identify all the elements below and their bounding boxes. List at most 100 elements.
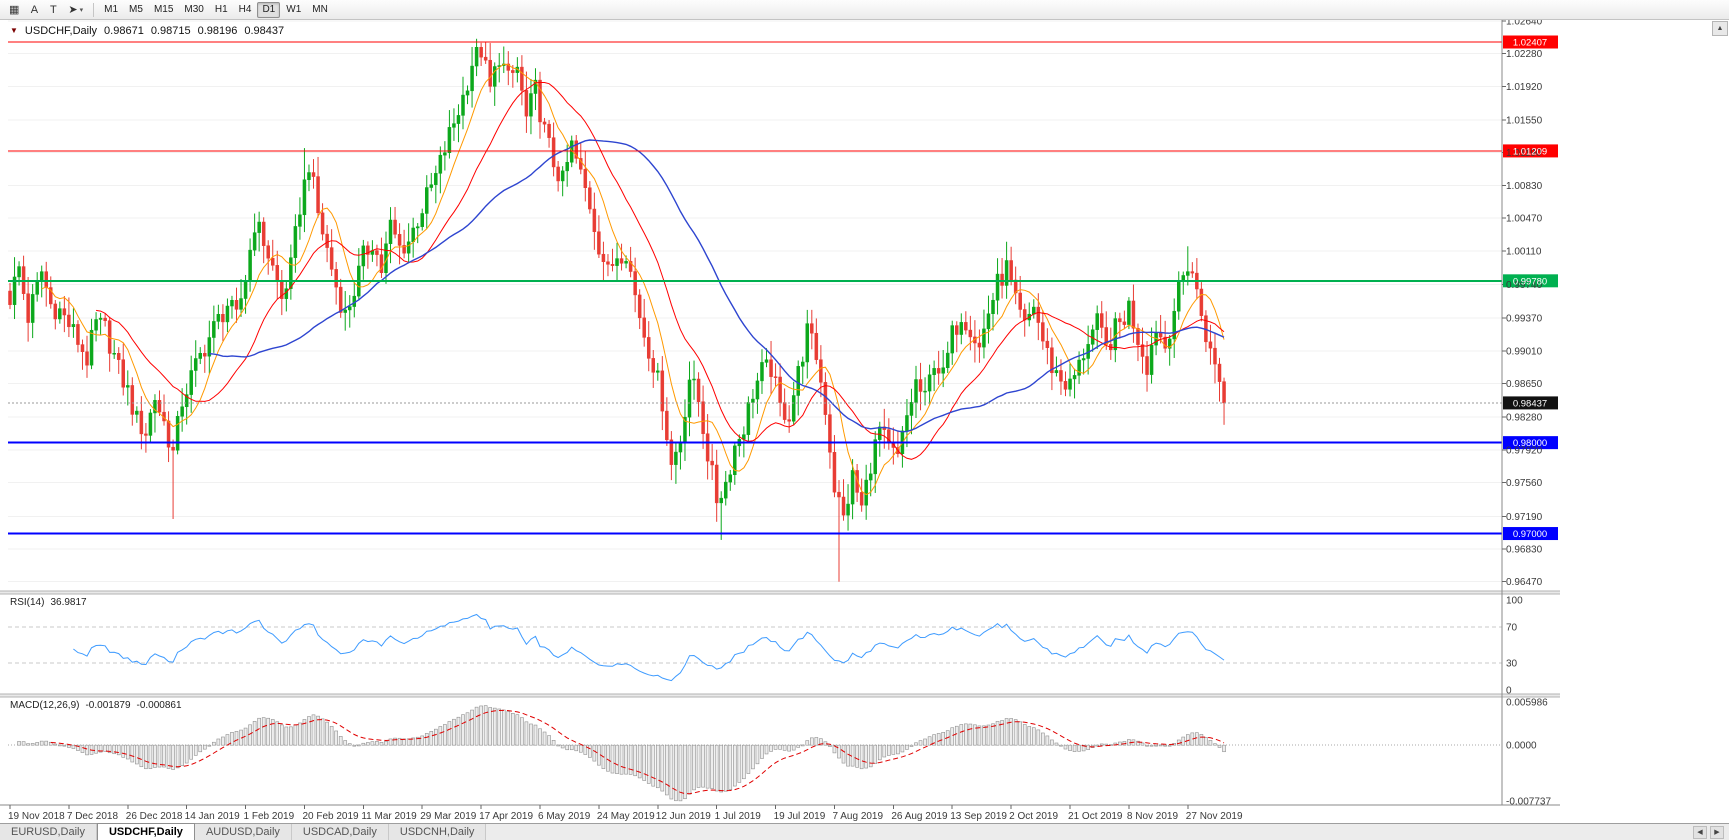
chart-header: ▼ USDCHF,Daily 0.98671 0.98715 0.98196 0…	[10, 25, 284, 37]
price-badge-0.98000	[1503, 436, 1558, 450]
price-badge-0.99780	[1503, 274, 1558, 288]
tab-scroll-right-button[interactable]: ▶	[1710, 825, 1724, 839]
svg-text:0.96830: 0.96830	[1506, 545, 1543, 556]
svg-text:7 Dec 2018: 7 Dec 2018	[67, 811, 119, 822]
drawing-toolbar: ▦ A T ➤ ▾	[4, 2, 88, 18]
svg-text:1.00110: 1.00110	[1506, 246, 1542, 257]
svg-text:1.01190: 1.01190	[1506, 148, 1542, 159]
svg-text:1 Jul 2019: 1 Jul 2019	[715, 811, 762, 822]
svg-text:0.98280: 0.98280	[1506, 413, 1543, 424]
svg-text:13 Sep 2019: 13 Sep 2019	[950, 811, 1007, 822]
svg-text:0.96470: 0.96470	[1506, 577, 1543, 588]
svg-text:0.005986: 0.005986	[1506, 698, 1548, 709]
macd-signal-value: -0.000861	[136, 700, 182, 711]
symbol-dropdown-icon[interactable]: ▼	[10, 26, 18, 35]
ohlc-close: 0.98437	[244, 25, 285, 37]
ohlc-low: 0.98196	[197, 25, 238, 37]
chart-tab-usdcnh[interactable]: USDCNH,Daily	[388, 824, 487, 840]
svg-text:0.0000: 0.0000	[1506, 741, 1537, 752]
chart-tab-bar: EURUSD,Daily USDCHF,Daily AUDUSD,Daily USDC…	[0, 823, 1729, 840]
indicator-panels-layer	[8, 613, 1502, 802]
svg-text:7 Aug 2019: 7 Aug 2019	[832, 811, 883, 822]
svg-text:1.01920: 1.01920	[1506, 82, 1543, 93]
chart-tab-eurusd[interactable]: EURUSD,Daily	[0, 824, 97, 840]
timeframe-h4-button[interactable]: H4	[238, 4, 252, 15]
svg-text:0.99780: 0.99780	[1513, 276, 1547, 287]
svg-text:1.02640: 1.02640	[1506, 16, 1543, 27]
svg-text:27 Nov 2019: 27 Nov 2019	[1186, 811, 1243, 822]
svg-text:0.97560: 0.97560	[1506, 478, 1543, 489]
chart-tab-audusd[interactable]: AUDUSD,Daily	[194, 824, 292, 840]
svg-text:0.99010: 0.99010	[1506, 346, 1543, 357]
svg-text:19 Nov 2018: 19 Nov 2018	[8, 811, 65, 822]
svg-text:26 Aug 2019: 26 Aug 2019	[891, 811, 948, 822]
price-badge-0.97000	[1503, 527, 1558, 541]
svg-text:2 Oct 2019: 2 Oct 2019	[1009, 811, 1058, 822]
tab-scroll-left-button[interactable]: ◀	[1693, 825, 1707, 839]
ohlc-high: 0.98715	[150, 25, 191, 37]
ma-fast-line	[41, 63, 1225, 496]
svg-text:1.01209: 1.01209	[1513, 146, 1547, 157]
svg-text:1.01550: 1.01550	[1506, 115, 1543, 126]
axes-layer[interactable]	[0, 20, 1560, 809]
grid-tool-button[interactable]: ▦	[9, 4, 20, 16]
svg-text:6 May 2019: 6 May 2019	[538, 811, 591, 822]
svg-text:0.97920: 0.97920	[1506, 445, 1543, 456]
svg-text:0.99740: 0.99740	[1506, 280, 1543, 291]
ohlc-open: 0.98671	[104, 25, 144, 37]
grid-layer	[8, 20, 1502, 583]
svg-text:8 Nov 2019: 8 Nov 2019	[1127, 811, 1179, 822]
svg-text:100: 100	[1506, 596, 1523, 607]
macd-name: MACD(12,26,9)	[10, 700, 80, 711]
svg-text:11 Mar 2019: 11 Mar 2019	[361, 811, 417, 822]
price-badge-0.98437	[1503, 396, 1558, 410]
timeframe-d1-button[interactable]: D1	[257, 1, 281, 18]
svg-text:19 Jul 2019: 19 Jul 2019	[774, 811, 826, 822]
rsi-line	[73, 613, 1225, 682]
timeframe-m30-button[interactable]: M30	[184, 4, 204, 15]
svg-text:70: 70	[1506, 623, 1518, 634]
svg-text:12 Jun 2019: 12 Jun 2019	[656, 811, 711, 822]
price-badge-1.02407	[1503, 35, 1558, 49]
ma-slow-line	[209, 139, 1225, 433]
cursor-tool-button[interactable]: ➤ ▾	[68, 4, 84, 16]
toolbar-separator	[93, 2, 95, 17]
svg-text:1.02407: 1.02407	[1513, 38, 1547, 49]
moving-averages-layer	[41, 63, 1225, 496]
timeframe-h1-button[interactable]: H1	[214, 4, 228, 15]
chevron-down-icon: ▾	[79, 6, 84, 14]
timeframe-m1-button[interactable]: M1	[104, 4, 119, 15]
svg-text:30: 30	[1506, 659, 1518, 670]
svg-text:1.00470: 1.00470	[1506, 214, 1543, 225]
scroll-up-button[interactable]: ▲	[1712, 21, 1728, 36]
hline-objects-layer[interactable]	[8, 41, 1502, 535]
svg-text:0: 0	[1506, 686, 1512, 697]
svg-text:0.98650: 0.98650	[1506, 379, 1543, 390]
svg-text:26 Dec 2018: 26 Dec 2018	[126, 811, 183, 822]
svg-text:17 Apr 2019: 17 Apr 2019	[479, 811, 533, 822]
svg-text:1 Feb 2019: 1 Feb 2019	[244, 811, 295, 822]
svg-text:-0.007737: -0.007737	[1506, 797, 1551, 808]
chart-tab-usdchf[interactable]: USDCHF,Daily	[96, 823, 195, 840]
rsi-name: RSI(14)	[10, 597, 45, 608]
timeframe-w1-button[interactable]: W1	[286, 4, 302, 15]
text-label-tool-button[interactable]: A	[30, 3, 39, 16]
svg-text:14 Jan 2019: 14 Jan 2019	[185, 811, 240, 822]
svg-text:0.98000: 0.98000	[1513, 438, 1547, 449]
svg-text:0.98437: 0.98437	[1513, 398, 1547, 409]
top-toolbar: ▦ A T ➤ ▾ M1 M5 M15 M30 H1 H4 D1 W1 MN	[0, 0, 1729, 20]
chart-symbol: USDCHF,Daily	[24, 25, 98, 37]
rsi-value: 36.9817	[50, 597, 87, 608]
timeframe-mn-button[interactable]: MN	[312, 4, 328, 15]
rsi-label: RSI(14) 36.9817	[10, 597, 87, 608]
timeframe-m5-button[interactable]: M5	[129, 4, 143, 15]
timeframe-m15-button[interactable]: M15	[153, 4, 174, 15]
tab-scroll-arrows: ◀ ▶	[1693, 824, 1729, 840]
text-tool-button[interactable]: T	[50, 3, 57, 16]
macd-signal-line	[50, 709, 1225, 795]
timeframe-toolbar: M1 M5 M15 M30 H1 H4 D1 W1 MN	[99, 1, 333, 18]
svg-text:1.00830: 1.00830	[1506, 181, 1543, 192]
chart-tab-usdcad[interactable]: USDCAD,Daily	[291, 824, 389, 840]
macd-main-value: -0.001879	[85, 700, 131, 711]
